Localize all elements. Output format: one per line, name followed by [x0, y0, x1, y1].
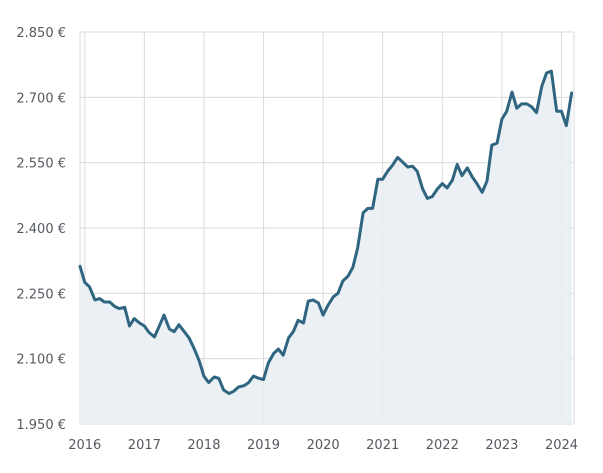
x-axis-tick-labels: 2016 2017 2018 2019 2020 2021 2022 2023 2024 — [68, 438, 578, 453]
x-tick-label: 2021 — [366, 438, 399, 453]
y-tick-label: 1.950 € — [16, 418, 66, 433]
x-tick-label: 2018 — [187, 438, 220, 453]
y-tick-label: 2.850 € — [16, 26, 66, 41]
y-axis-tick-labels: 1.950 € 2.100 € 2.250 € 2.400 € 2.550 € 2.700… — [16, 26, 66, 433]
y-tick-label: 2.100 € — [16, 353, 66, 368]
x-tick-label: 2023 — [485, 438, 518, 453]
x-tick-label: 2016 — [68, 438, 101, 453]
x-tick-label: 2020 — [307, 438, 340, 453]
x-tick-label: 2019 — [247, 438, 280, 453]
y-tick-label: 2.400 € — [16, 222, 66, 237]
y-tick-label: 2.250 € — [16, 287, 66, 302]
x-tick-label: 2022 — [426, 438, 459, 453]
y-tick-label: 2.700 € — [16, 91, 66, 106]
x-tick-label: 2017 — [128, 438, 161, 453]
series-line — [78, 69, 574, 395]
x-tick-label: 2024 — [545, 438, 578, 453]
series-area-fill — [80, 71, 572, 424]
y-tick-label: 2.550 € — [16, 157, 66, 172]
